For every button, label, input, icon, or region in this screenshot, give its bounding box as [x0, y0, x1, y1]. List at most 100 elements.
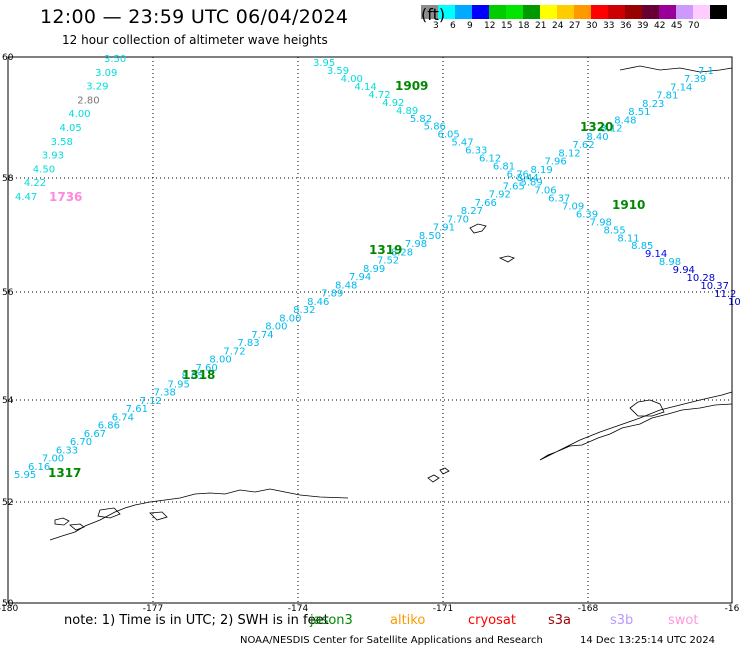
scale-label: 39	[637, 21, 649, 31]
wave-height-value: 7.12	[140, 396, 162, 407]
wave-height-value: 3.58	[51, 137, 73, 148]
pass-time-label: 1318	[182, 368, 215, 382]
pass-time-label: 1317	[48, 466, 81, 480]
wave-height-value: 8.48	[335, 280, 357, 291]
wave-height-value: 7.89	[321, 289, 343, 300]
wave-height-value: 4.89	[396, 106, 418, 117]
wave-height-value: 3.09	[95, 68, 117, 79]
wave-height-value: 7.83	[237, 338, 259, 349]
wave-height-value: 7.60	[195, 363, 217, 374]
wave-height-value: 8.27	[461, 206, 483, 217]
lon-label: -171	[433, 604, 453, 614]
wave-height-value: 8.32	[293, 305, 315, 316]
scale-label: 70	[688, 21, 700, 31]
scale-swatch: 3	[421, 5, 439, 31]
wave-height-value: 6.05	[438, 130, 460, 141]
wave-height-value: 8.99	[363, 264, 385, 275]
wave-height-value: 8.23	[642, 99, 664, 110]
lat-label: 52	[2, 498, 13, 508]
wave-height-value: 7.66	[475, 198, 497, 209]
wave-height-value: 7.52	[377, 256, 399, 267]
wave-height-value: 7.00	[42, 454, 64, 465]
wave-height-value: 7.39	[684, 74, 706, 85]
altimeter-tracks: 3.50 3.09 3.29 2.80 4.00 4.05 3.58 3.93 4.50 4.22…	[14, 54, 740, 481]
lon-label: -174	[288, 604, 309, 614]
wave-height-value: 8.40	[586, 132, 608, 143]
scale-label: 42	[654, 21, 666, 31]
scale-swatch: 18	[506, 5, 529, 31]
scale-swatch: 21	[523, 5, 546, 31]
wave-height-value: 8.46	[307, 297, 329, 308]
scale-label: 9	[467, 21, 473, 31]
lat-label: 58	[2, 174, 14, 184]
scale-label: 3	[433, 21, 439, 31]
lat-label: 50	[2, 599, 14, 609]
alaska-peninsula	[539, 391, 733, 461]
wave-height-value: 7.94	[349, 272, 371, 283]
wave-height-value: 4.00	[68, 109, 90, 120]
scale-label: 18	[518, 21, 530, 31]
wave-height-value: 10	[728, 297, 740, 308]
scale-label: 45	[671, 21, 683, 31]
wave-height-value: 7.14	[670, 82, 692, 93]
satellite-jason3: jason3	[310, 613, 353, 628]
wave-height-value: 9.94	[673, 265, 695, 276]
lon-label: -168	[578, 604, 599, 614]
scale-swatch: 30	[574, 5, 597, 31]
wave-height-value: 4.00	[341, 74, 363, 85]
wave-height-value: 2.80	[77, 95, 99, 106]
coastlines	[49, 65, 733, 541]
scale-swatch	[710, 5, 727, 19]
scale-label: 27	[569, 21, 581, 31]
wave-height-value: 7.72	[223, 346, 245, 357]
wave-height-value: 7.1	[698, 66, 714, 77]
wave-height-value: 6.39	[576, 209, 598, 220]
lon-label: -177	[143, 604, 163, 614]
credit-line: NOAA/NESDIS Center for Satellite Applica…	[240, 635, 543, 646]
wave-height-value: 8.98	[659, 257, 681, 268]
scale-swatch: 12	[472, 5, 495, 31]
wave-height-value: 8.85	[631, 241, 653, 252]
scale-swatch: 36	[608, 5, 631, 31]
pass-time-labels: 1736 1909 1910 1317 1318 1319 1320	[48, 79, 645, 480]
wave-height-value: 8.48	[614, 115, 636, 126]
wave-height-value: 8.00	[265, 322, 287, 333]
wave-height-value: 10.28	[687, 273, 716, 284]
lat-label: 54	[2, 396, 14, 406]
wave-height-value: 3.95	[313, 58, 335, 69]
wave-height-value: 6.86	[98, 421, 120, 432]
wave-height-value: 5.86	[424, 122, 446, 133]
wave-height-value: 7.61	[126, 404, 148, 415]
satellite-cryosat: cryosat	[468, 613, 516, 628]
wave-height-value: 7.95	[168, 379, 190, 390]
color-scale: 3 6 9 12 15 18 21 24 27 30 33 36 39 42 45 70	[421, 5, 727, 31]
wave-height-value: 8.00	[209, 355, 231, 366]
wave-height-value: 11.2	[714, 289, 736, 300]
pass-time-label: 1736	[49, 190, 82, 204]
satellite-altiko: altiko	[390, 613, 426, 628]
scale-label: 33	[603, 21, 615, 31]
wave-height-value: 4.05	[60, 123, 82, 134]
wave-height-value: 6.37	[548, 193, 570, 204]
fox-islands	[427, 467, 450, 483]
wave-height-value: 4.47	[15, 192, 37, 203]
wave-height-value: 6.70	[70, 437, 92, 448]
scale-swatch	[693, 5, 710, 19]
pass-time-label: 1909	[395, 79, 428, 93]
wave-height-value: 4.22	[24, 178, 46, 189]
generated-timestamp: 14 Dec 13:25:14 UTC 2024	[580, 635, 715, 646]
wave-height-value: 7.81	[656, 91, 678, 102]
wave-height-value: 8.44	[517, 173, 539, 184]
wave-height-value: 7.70	[447, 214, 469, 225]
lon-label: -180	[0, 604, 18, 614]
wave-height-value: 8.11	[617, 233, 639, 244]
map-title: 12:00 — 23:59 UTC 06/04/2024	[40, 6, 349, 28]
scale-label: 6	[450, 21, 456, 31]
mainland-coast	[619, 65, 733, 73]
wave-height-value: 8.05	[182, 371, 204, 382]
scale-label: 36	[620, 21, 632, 31]
footer-note: note: 1) Time is in UTC; 2) SWH is in fe…	[64, 613, 329, 628]
wave-height-value: 6.81	[493, 162, 515, 173]
wave-height-value: 5.82	[410, 114, 432, 125]
